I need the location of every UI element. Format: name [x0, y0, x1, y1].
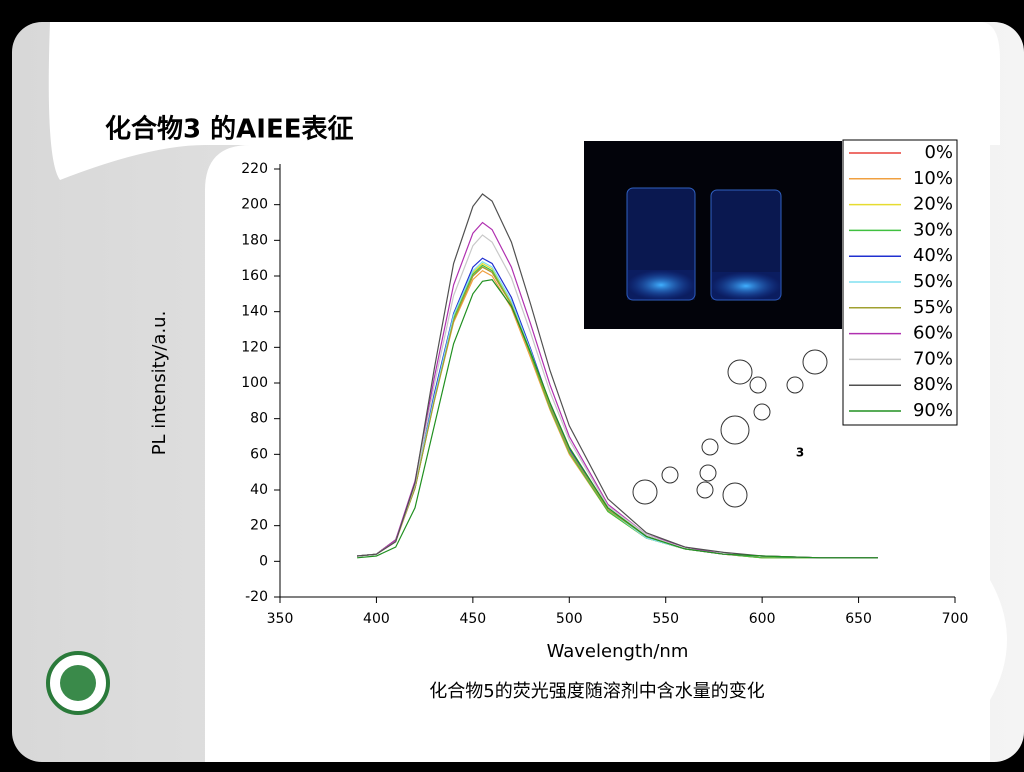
vial-glow	[711, 272, 781, 300]
legend-label: 80%	[913, 374, 953, 395]
x-axis-label: Wavelength/nm	[547, 641, 689, 662]
legend-label: 20%	[913, 194, 953, 215]
molecule	[632, 349, 828, 508]
legend-label: 50%	[913, 271, 953, 292]
plot: -20 0 20 40 60 80 100 120 140 160 180 200 220 350 400 4…	[149, 139, 969, 662]
vial-glow	[627, 270, 695, 300]
series-line	[357, 193, 878, 559]
y-tick-label: 120	[241, 339, 268, 355]
legend-label: 90%	[913, 400, 953, 421]
y-tick-label: 140	[241, 304, 268, 320]
logo-inner	[60, 665, 96, 701]
series-line	[357, 278, 878, 559]
y-tick-label: 200	[241, 197, 268, 213]
legend-label: 40%	[913, 245, 953, 266]
y-axis-label: PL intensity/a.u.	[149, 311, 170, 456]
y-tick-label: -20	[245, 589, 268, 605]
y-tick-label: 60	[250, 446, 268, 462]
x-tick-label: 350	[267, 611, 294, 627]
legend-label: 30%	[913, 219, 953, 240]
x-tick-label: 650	[845, 611, 872, 627]
y-tick-label: 100	[241, 375, 268, 391]
legend-label: 0%	[924, 142, 953, 163]
y-tick-label: 180	[241, 232, 268, 248]
x-tick-label: 500	[556, 611, 583, 627]
x-tick-label: 550	[652, 611, 679, 627]
legend-label: 60%	[913, 323, 953, 344]
x-tick-label: 700	[942, 611, 969, 627]
y-tick-label: 80	[250, 411, 268, 427]
x-tick-label: 400	[363, 611, 390, 627]
y-tick-label: 220	[241, 161, 268, 177]
x-tick-label: 600	[749, 611, 776, 627]
y-tick-label: 160	[241, 268, 268, 284]
legend-label: 55%	[913, 297, 953, 318]
y-tick-label: 0	[259, 553, 268, 569]
legend-label: 10%	[913, 168, 953, 189]
x-tick-label: 450	[459, 611, 486, 627]
y-tick-label: 40	[250, 482, 268, 498]
legend-label: 70%	[913, 348, 953, 369]
slide-title: 化合物3 的AIEE表征	[105, 114, 353, 145]
caption: 化合物5的荧光强度随溶剂中含水量的变化	[429, 681, 764, 702]
header-panel	[48, 22, 1000, 180]
compound-label: 3	[796, 446, 804, 460]
y-tick-label: 20	[250, 518, 268, 534]
